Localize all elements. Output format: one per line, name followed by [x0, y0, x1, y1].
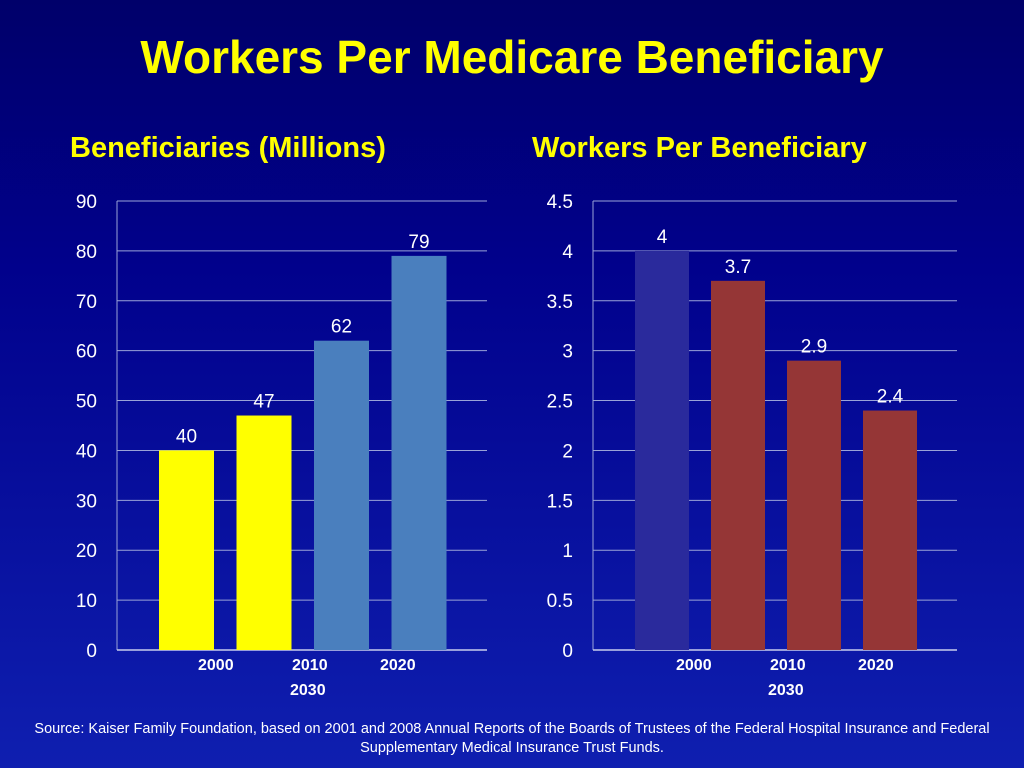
left-bar-2020 [314, 340, 369, 650]
right-y-tick-label: 0.5 [547, 591, 573, 612]
left-bar-2030 [391, 255, 447, 650]
source-note: Source: Kaiser Family Foundation, based … [34, 721, 990, 756]
right-x-label-2030: 2030 [768, 682, 804, 699]
left-y-tick-label: 50 [76, 392, 97, 413]
left-y-tick-label: 40 [76, 441, 97, 462]
left-data-label-2010: 47 [253, 392, 274, 413]
right-y-tick-label: 2 [562, 441, 573, 462]
left-data-label-2000: 40 [176, 426, 197, 447]
left-y-tick-label: 0 [86, 641, 97, 662]
right-y-tick-label: 3 [562, 342, 573, 363]
left-bar-2010 [236, 415, 292, 650]
left-y-tick-label: 10 [76, 591, 97, 612]
left-x-label-2000: 2000 [198, 657, 234, 674]
right-bar-2020 [787, 360, 841, 650]
right-data-label-2010: 3.7 [725, 257, 751, 278]
right-y-tick-label: 1.5 [547, 491, 573, 512]
right-data-label-2000: 4 [657, 227, 668, 248]
right-bar-2030 [863, 410, 917, 650]
right-x-label-2000: 2000 [676, 657, 712, 674]
left-x-label-2030: 2030 [290, 682, 326, 699]
left-x-label-2010: 2010 [292, 657, 328, 674]
right-bar-2010 [711, 280, 765, 650]
right-y-tick-label: 1 [562, 541, 573, 562]
left-data-label-2020: 62 [331, 317, 352, 338]
left-x-label-2020: 2020 [380, 657, 416, 674]
right-chart-title: Workers Per Beneficiary [532, 132, 867, 164]
left-y-tick-label: 90 [76, 192, 97, 213]
right-x-label-2020: 2020 [858, 657, 894, 674]
left-bar-2000 [159, 450, 214, 650]
right-data-label-2030: 2.4 [877, 387, 904, 408]
right-y-tick-label: 3.5 [547, 292, 573, 313]
right-y-tick-label: 0 [562, 641, 573, 662]
right-y-tick-label: 4 [562, 242, 573, 263]
left-y-tick-label: 20 [76, 541, 97, 562]
left-y-tick-label: 30 [76, 491, 97, 512]
left-chart-title: Beneficiaries (Millions) [70, 132, 386, 164]
left-y-tick-label: 60 [76, 342, 97, 363]
right-y-tick-label: 4.5 [547, 192, 573, 213]
right-data-label-2020: 2.9 [801, 337, 827, 358]
left-y-tick-label: 80 [76, 242, 97, 263]
right-y-tick-label: 2.5 [547, 392, 573, 413]
right-x-label-2010: 2010 [770, 657, 806, 674]
right-bar-2000 [635, 250, 689, 650]
left-y-tick-label: 70 [76, 292, 97, 313]
slide-title: Workers Per Medicare Beneficiary [140, 31, 884, 83]
left-data-label-2030: 79 [408, 232, 429, 253]
